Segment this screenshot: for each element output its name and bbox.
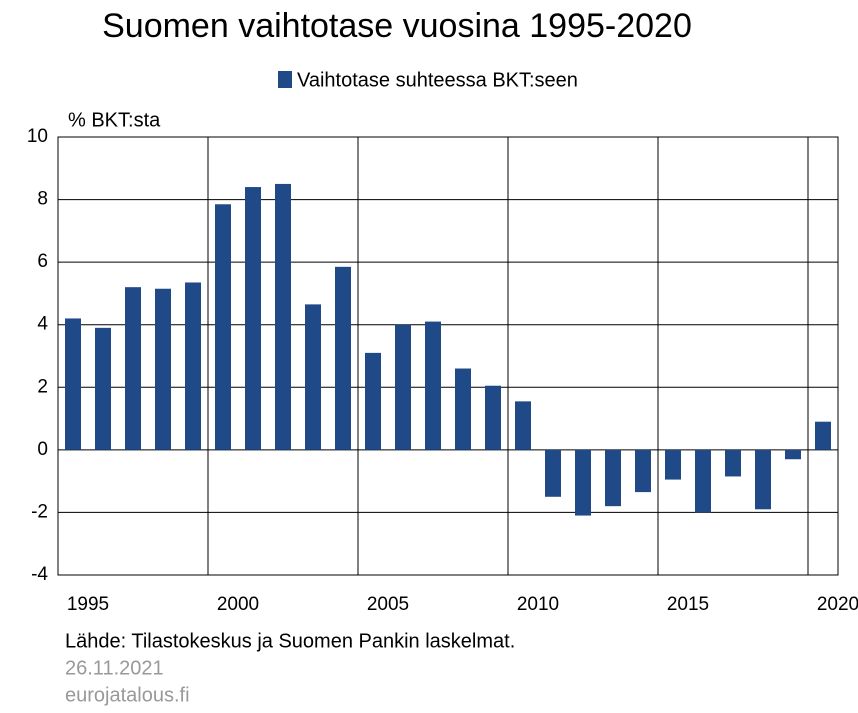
y-tick-label: 0 <box>37 439 48 460</box>
x-tick-label: 2005 <box>367 594 409 615</box>
bar <box>725 449 741 477</box>
bar <box>455 368 471 450</box>
y-tick-label: 2 <box>37 376 48 397</box>
y-tick-label: 6 <box>37 251 48 272</box>
bar <box>305 304 321 450</box>
bar <box>755 449 771 510</box>
source: Lähde: Tilastokeskus ja Suomen Pankin la… <box>65 630 515 652</box>
bar <box>155 288 171 450</box>
bar <box>275 183 291 450</box>
bar <box>245 187 261 450</box>
legend-swatch <box>278 71 292 88</box>
y-tick-label: -4 <box>31 564 48 585</box>
y-axis-label: % BKT:sta <box>68 109 161 131</box>
date: 26.11.2021 <box>65 657 164 679</box>
bar <box>515 401 531 450</box>
x-tick-label: 2000 <box>217 594 259 615</box>
bar <box>665 449 681 480</box>
plot-frame <box>57 136 839 576</box>
bar <box>695 449 711 513</box>
bar <box>95 327 111 450</box>
y-tick-label: 4 <box>37 314 48 335</box>
x-tick-label: 2015 <box>667 594 709 615</box>
x-tick-label: 2020 <box>817 594 858 615</box>
x-tick-label: 2010 <box>517 594 559 615</box>
y-tick-label: 10 <box>27 126 48 147</box>
bar <box>65 318 81 450</box>
bar <box>365 352 381 450</box>
bar <box>485 385 501 450</box>
bar <box>125 287 141 450</box>
y-tick-label: -2 <box>31 501 48 522</box>
bar <box>185 282 201 450</box>
bar <box>425 321 441 450</box>
chart-title: Suomen vaihtotase vuosina 1995-2020 <box>102 7 692 45</box>
bar <box>215 204 231 450</box>
bar <box>785 449 801 460</box>
bar <box>575 449 591 516</box>
x-tick-label: 1995 <box>67 594 109 615</box>
bar <box>815 421 831 450</box>
bar <box>335 266 351 450</box>
site: eurojatalous.fi <box>65 684 190 706</box>
y-tick-label: 8 <box>37 189 48 210</box>
bar <box>605 449 621 507</box>
bar <box>545 449 561 497</box>
bar <box>395 324 411 450</box>
legend-label: Vaihtotase suhteessa BKT:seen <box>297 69 578 91</box>
bar <box>635 449 651 493</box>
